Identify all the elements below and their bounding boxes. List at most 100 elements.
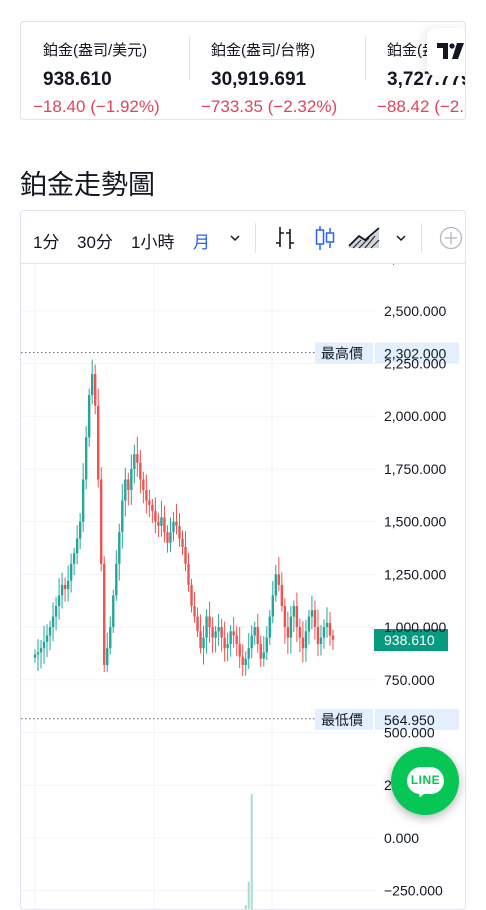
- candle-body: [220, 627, 223, 638]
- interval-dropdown-chevron-icon[interactable]: [228, 231, 242, 245]
- candle-body: [307, 616, 311, 632]
- low-price-label: 最低價: [321, 712, 363, 728]
- candle-body: [145, 490, 148, 501]
- candle-body: [199, 631, 202, 649]
- candle-body: [124, 479, 127, 501]
- price-axis[interactable]: 2,750.000 2,500.000 2,250.000 2,000.000 1,75…: [384, 264, 446, 899]
- candle-body: [181, 538, 184, 547]
- candle-body: [160, 517, 163, 526]
- price-axis-label: −250.000: [384, 883, 443, 899]
- ticker-card[interactable]: 鉑金(盎司/美元) 938.610 −18.40 (−1.92%): [21, 22, 189, 119]
- candle-body: [42, 641, 46, 649]
- high-price-label: 最高價: [321, 346, 363, 362]
- candle-body: [154, 511, 157, 522]
- candle-body: [157, 521, 160, 526]
- candle-body: [172, 521, 175, 533]
- candle-body: [271, 595, 274, 617]
- candle-body: [244, 658, 247, 666]
- candle-body: [187, 563, 190, 585]
- low-price-value-bg: [375, 708, 459, 730]
- candle-body: [84, 437, 88, 480]
- candle-body: [151, 504, 154, 512]
- candle-body: [289, 616, 293, 638]
- candle-body: [325, 622, 329, 628]
- candle-body: [208, 616, 211, 628]
- candlestick-chart-icon[interactable]: [313, 225, 337, 251]
- candle-body: [268, 616, 271, 638]
- candle-body: [184, 546, 187, 564]
- bar-chart-icon[interactable]: [273, 225, 297, 251]
- price-markers: 最高價 2,302.000 最低價 564.950 938.610: [21, 342, 459, 730]
- candle-body: [319, 637, 323, 644]
- candle-body: [133, 454, 136, 469]
- ticker-price: 30,919.691: [211, 69, 307, 90]
- candle-body: [175, 521, 178, 526]
- candle-body: [247, 648, 250, 659]
- tradingview-logo[interactable]: [427, 28, 465, 76]
- candle-body: [78, 521, 82, 539]
- candle-body: [36, 652, 40, 655]
- candle-body: [304, 631, 308, 649]
- candle-body: [259, 643, 262, 659]
- candle-body: [69, 563, 73, 581]
- ticker-name: 鉑金(盎司/美元): [43, 42, 148, 59]
- candle-body: [136, 454, 139, 463]
- candle-body: [54, 605, 58, 617]
- candle-body: [57, 595, 61, 606]
- candle-body: [118, 532, 121, 564]
- price-axis-label: 500.000: [384, 725, 435, 741]
- add-indicator-icon[interactable]: [439, 226, 463, 250]
- candle-body: [280, 584, 284, 606]
- area-chart-icon[interactable]: [347, 224, 381, 250]
- candle-body: [142, 479, 145, 491]
- candle-body: [190, 584, 193, 606]
- candle-body: [75, 538, 79, 554]
- toolbar-divider: [421, 223, 422, 253]
- chart-widget: 1分 30分 1小時 月: [20, 210, 466, 910]
- interval-30min-button[interactable]: 30分: [77, 233, 113, 252]
- volume-bars: [244, 794, 253, 909]
- candle-body: [310, 610, 314, 617]
- last-price-tag: 938.610: [384, 632, 435, 648]
- candle-body: [178, 525, 181, 539]
- candle-body: [217, 627, 220, 632]
- chart-type-dropdown-chevron-icon[interactable]: [394, 231, 408, 245]
- candle-body: [265, 637, 268, 653]
- candle-body: [33, 654, 37, 658]
- volume-bar: [247, 881, 250, 909]
- candle-body: [229, 631, 232, 644]
- candle-body: [253, 627, 256, 636]
- candle-body: [112, 595, 115, 628]
- high-price-label-bg: [315, 342, 373, 364]
- price-axis-label: 2,250.000: [384, 356, 446, 372]
- line-bubble-tail: [415, 787, 429, 800]
- ticker-strip: 鉑金(盎司/美元) 938.610 −18.40 (−1.92%) 鉑金(盎司/…: [20, 21, 466, 120]
- interval-1min-button[interactable]: 1分: [33, 233, 60, 252]
- ticker-divider: [365, 36, 366, 80]
- ticker-change: −88.42 (−2.32%): [377, 97, 465, 116]
- price-axis-label: 750.000: [384, 672, 435, 688]
- line-share-button[interactable]: LINE: [391, 747, 459, 815]
- candle-body: [121, 500, 124, 533]
- candle-body: [298, 627, 302, 638]
- candle-body: [45, 635, 49, 642]
- low-price-label-bg: [315, 708, 373, 730]
- candle-body: [66, 580, 70, 590]
- candle-body: [87, 395, 91, 438]
- candle-body: [51, 616, 55, 628]
- candle-body: [211, 627, 214, 638]
- price-axis-label: 1,250.000: [384, 566, 446, 582]
- candle-body: [277, 574, 281, 585]
- interval-month-button[interactable]: 月: [193, 233, 210, 252]
- ticker-card[interactable]: 鉑金(盎司/台幣) 30,919.691 −733.35 (−2.32%): [189, 22, 365, 119]
- interval-1hour-button[interactable]: 1小時: [131, 233, 175, 252]
- candle-body: [39, 648, 43, 653]
- volume-bar: [244, 905, 247, 909]
- price-axis-label: 2,500.000: [384, 303, 446, 319]
- section-title: 鉑金走勢圖: [20, 170, 155, 200]
- price-axis-label: 1,750.000: [384, 461, 446, 477]
- ticker-name: 鉑金(盎司/台幣): [211, 42, 316, 59]
- candle-body: [235, 635, 238, 644]
- candle-body: [205, 616, 208, 638]
